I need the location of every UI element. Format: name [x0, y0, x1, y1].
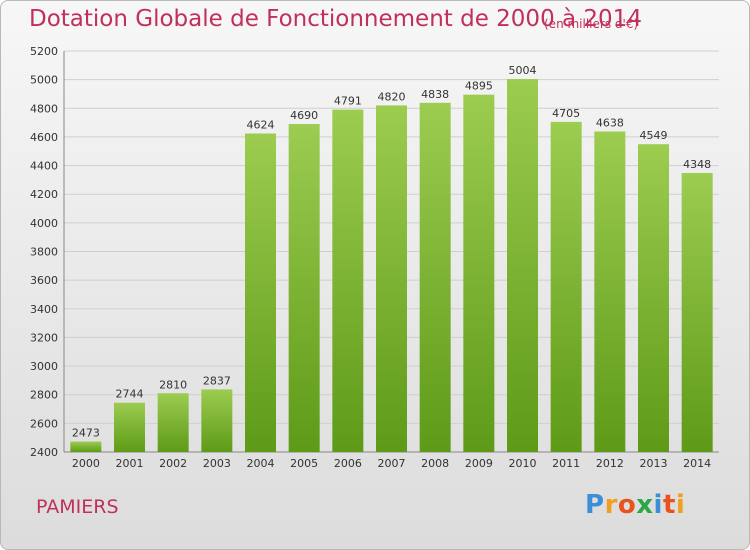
x-tick-label: 2008 — [421, 457, 449, 470]
chart-title: Dotation Globale de Fonctionnement de 20… — [29, 6, 642, 32]
bar-value-label: 4820 — [378, 90, 406, 103]
y-tick-label: 2400 — [30, 446, 58, 459]
x-tick-label: 2010 — [509, 457, 537, 470]
bar — [201, 389, 233, 452]
y-axis-ticks: 2400 2600 2800 3000 3200 3400 3600 3800 4000 4200… — [30, 45, 58, 459]
x-tick-label: 2004 — [247, 457, 275, 470]
bar — [550, 121, 582, 452]
bar-value-label: 2473 — [72, 427, 100, 440]
bar — [681, 173, 713, 453]
logo-letter: o — [617, 490, 637, 520]
bar — [114, 402, 145, 452]
bar-value-label: 4705 — [552, 107, 580, 120]
bar-value-label: 4638 — [596, 116, 624, 129]
x-tick-label: 2009 — [465, 457, 493, 470]
x-tick-label: 2007 — [378, 457, 406, 470]
proxiti-logo: Proxiti — [585, 490, 685, 520]
x-tick-label: 2014 — [683, 457, 711, 470]
bar-value-label: 2744 — [116, 388, 144, 401]
bar-value-label: 4348 — [683, 158, 711, 171]
x-tick-label: 2006 — [334, 457, 362, 470]
bar-value-label: 4791 — [334, 95, 362, 108]
x-tick-label: 2012 — [596, 457, 624, 470]
bar-value-label: 4690 — [290, 109, 318, 122]
y-tick-label: 3000 — [30, 360, 58, 373]
x-tick-label: 2002 — [159, 457, 187, 470]
bar — [463, 94, 495, 452]
logo-letter: t — [662, 490, 676, 520]
logo-letter: r — [604, 490, 618, 520]
logo-letter: P — [585, 490, 605, 520]
x-tick-label: 2005 — [290, 457, 318, 470]
bar — [245, 133, 276, 452]
y-tick-label: 4600 — [30, 131, 58, 144]
y-tick-label: 4000 — [30, 217, 58, 230]
y-tick-label: 2800 — [30, 389, 58, 402]
bar-value-label: 4895 — [465, 80, 493, 93]
bar — [507, 79, 538, 452]
bar-chart: 2400 2600 2800 3000 3200 3400 3600 3800 4000 4200… — [30, 45, 719, 470]
bar — [594, 131, 626, 452]
y-tick-label: 3400 — [30, 303, 58, 316]
x-tick-label: 2013 — [640, 457, 668, 470]
y-tick-label: 4400 — [30, 160, 58, 173]
bar-value-label: 4838 — [421, 88, 449, 101]
y-tick-label: 5200 — [30, 45, 58, 58]
bar — [70, 441, 102, 452]
bar-value-label: 4624 — [247, 118, 275, 131]
x-tick-label: 2001 — [116, 457, 144, 470]
x-tick-label: 2011 — [552, 457, 580, 470]
y-tick-label: 3600 — [30, 274, 58, 287]
chart-subtitle: (en milliers d'€) — [544, 17, 639, 31]
y-tick-label: 3200 — [30, 331, 58, 344]
bar — [419, 102, 451, 453]
bar-value-label: 2810 — [159, 378, 187, 391]
bar-value-label: 5004 — [509, 64, 537, 77]
bars: 2473 2744 2810 2837 4624 4690 4791 4820 4838 4895… — [70, 64, 713, 453]
bar-value-label: 2837 — [203, 374, 231, 387]
y-tick-label: 5000 — [30, 74, 58, 87]
bar — [157, 393, 189, 452]
bar — [376, 105, 407, 453]
x-tick-label: 2000 — [72, 457, 100, 470]
logo-letter: i — [675, 490, 686, 520]
y-tick-label: 2600 — [30, 417, 58, 430]
y-tick-label: 4800 — [30, 102, 58, 115]
city-name: PAMIERS — [36, 496, 119, 518]
x-axis-ticks: 2000 2001 2002 2003 2004 2005 2006 2007 2008 2009… — [72, 457, 711, 470]
bar — [638, 144, 669, 453]
bar-value-label: 4549 — [640, 129, 668, 142]
y-tick-label: 3800 — [30, 246, 58, 259]
x-tick-label: 2003 — [203, 457, 231, 470]
logo-letter: x — [636, 490, 654, 520]
y-tick-label: 4200 — [30, 188, 58, 201]
bar — [288, 124, 320, 453]
bar — [332, 109, 364, 452]
logo-letter: i — [653, 490, 663, 520]
